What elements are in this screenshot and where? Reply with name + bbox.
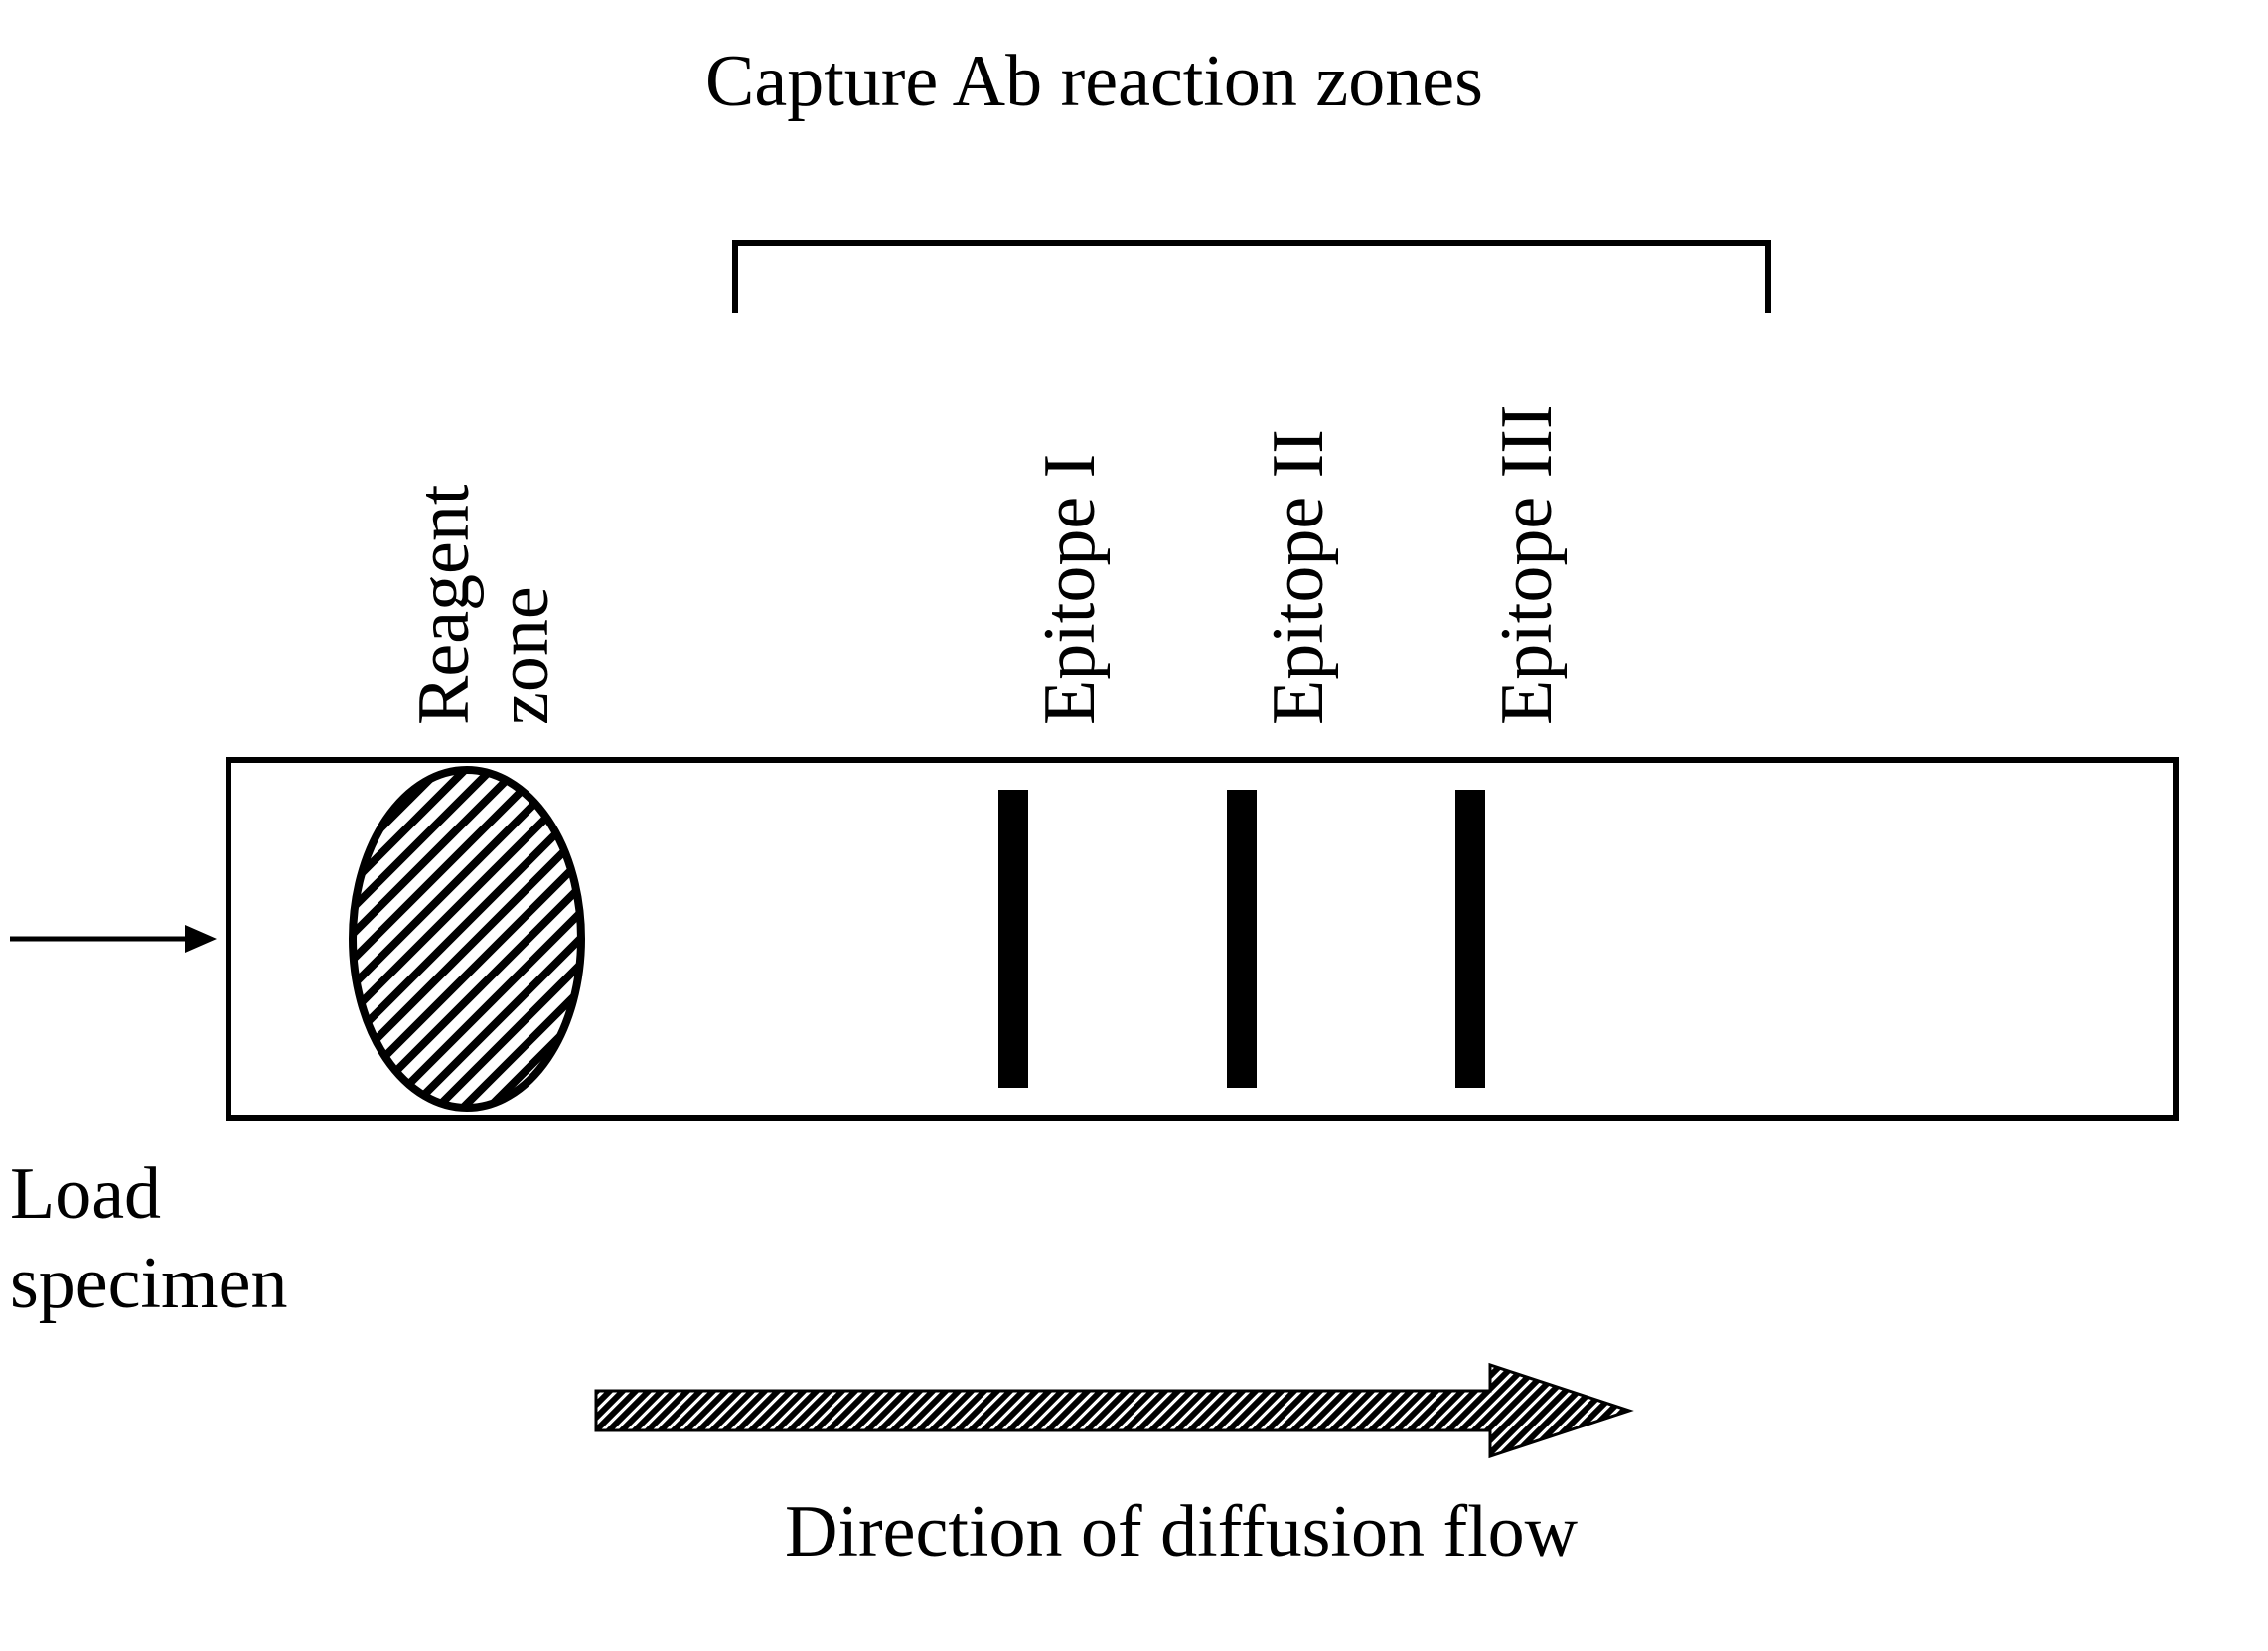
- epitope-3-label: Epitope III: [1485, 404, 1570, 725]
- diagram-root: Capture Ab reaction zones Reagent zone E…: [0, 0, 2268, 1651]
- flow-arrow: [0, 0, 2268, 1651]
- reagent-label-line2: zone: [482, 586, 566, 725]
- epitope-2-label: Epitope II: [1257, 429, 1341, 725]
- reagent-label-line1: Reagent: [402, 485, 487, 725]
- flow-label: Direction of diffusion flow: [785, 1490, 1578, 1575]
- epitope-1-label: Epitope I: [1028, 454, 1113, 725]
- load-label-line1: Load: [10, 1152, 161, 1237]
- load-label-line2: specimen: [10, 1242, 287, 1326]
